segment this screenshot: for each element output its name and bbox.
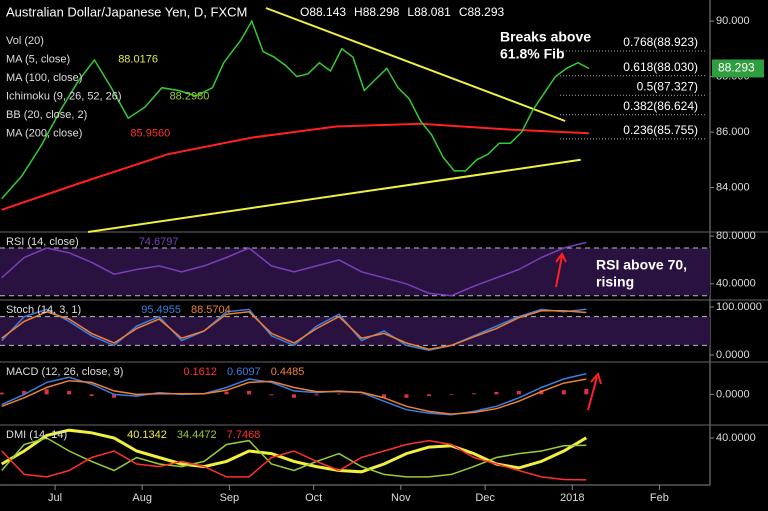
series-line — [1, 308, 587, 351]
ohlc: C88.293 — [459, 5, 505, 19]
histogram-bar — [224, 391, 229, 395]
histogram-bar — [89, 394, 94, 397]
y-tick-label: 86.000 — [716, 126, 750, 138]
readout: 88.5704 — [191, 304, 231, 316]
histogram-bar — [112, 394, 117, 398]
indicator-name: MA (5, close) — [6, 53, 70, 65]
indicator-name: MA (100, close) — [6, 72, 82, 84]
series-line — [1, 241, 587, 297]
histogram-bar — [44, 389, 49, 395]
histogram-bar — [292, 394, 297, 398]
y-tick-label: 0.0000 — [716, 349, 750, 361]
histogram-bar — [0, 392, 4, 395]
y-tick-label: 100.0000 — [716, 301, 762, 313]
panel-title: Stoch (14, 3, 1) — [6, 304, 81, 316]
series-line — [1, 439, 587, 481]
readout: 34.4472 — [177, 429, 217, 441]
x-tick-label: Sep — [220, 492, 240, 504]
panel-title: Australian Dollar/Japanese Yen, D, FXCM — [6, 4, 247, 19]
x-tick-label: Feb — [650, 492, 669, 504]
readout: 0.1612 — [183, 366, 217, 378]
readout: 7.7468 — [227, 429, 261, 441]
indicator-name: Vol (20) — [6, 35, 44, 47]
y-tick-label: 90.000 — [716, 15, 750, 27]
histogram-bar — [449, 394, 454, 396]
fib-label: 0.618(88.030) — [623, 60, 698, 74]
readout: 74.6797 — [139, 236, 179, 248]
histogram-bar — [247, 390, 252, 395]
series-line — [1, 372, 587, 416]
readout: 95.4955 — [141, 304, 181, 316]
y-tick-label: 80.0000 — [716, 230, 756, 242]
indicator-value: 88.0176 — [118, 53, 158, 65]
ohlc: L88.081 — [407, 5, 451, 19]
histogram-bar — [584, 388, 589, 395]
indicator-value: 88.2980 — [170, 90, 210, 102]
annotation: rising — [596, 274, 634, 290]
ohlc: O88.143 — [300, 5, 346, 19]
histogram-bar — [314, 394, 319, 396]
histogram-bar — [471, 393, 476, 395]
panel-title: RSI (14, close) — [6, 236, 79, 248]
histogram-bar — [494, 391, 499, 395]
price-badge — [712, 59, 764, 78]
annotation: 61.8% Fib — [500, 46, 565, 62]
annotation: Breaks above — [500, 29, 591, 45]
annotation: RSI above 70, — [596, 257, 687, 273]
x-tick-label: 2018 — [560, 492, 584, 504]
y-tick-label: 0.0000 — [716, 388, 750, 400]
x-tick-label: Oct — [305, 492, 322, 504]
histogram-bar — [426, 394, 431, 397]
arrow — [555, 252, 567, 288]
fib-label: 0.236(85.755) — [623, 123, 698, 137]
histogram-bar — [336, 393, 341, 395]
histogram-bar — [561, 390, 566, 395]
y-tick-label: 40.0000 — [716, 432, 756, 444]
x-tick-label: Dec — [475, 492, 495, 504]
panel-title: DMI (14, 14) — [6, 429, 67, 441]
histogram-bar — [516, 390, 521, 395]
indicator-name: BB (20, close, 2) — [6, 109, 87, 121]
histogram-bar — [404, 394, 409, 398]
histogram-bar — [381, 394, 386, 398]
x-tick-label: Jul — [48, 492, 62, 504]
price-badge-label: 88.293 — [718, 61, 755, 75]
series-line — [1, 378, 587, 415]
overlay-line — [265, 7, 566, 122]
histogram-bar — [22, 390, 27, 395]
histogram-bar — [67, 390, 72, 395]
fib-label: 0.5(87.327) — [637, 79, 698, 93]
readout: 40.1342 — [127, 429, 167, 441]
y-tick-label: 84.000 — [716, 182, 750, 194]
histogram-bar — [269, 394, 274, 396]
arrow — [587, 371, 602, 411]
fib-label: 0.768(88.923) — [623, 35, 698, 49]
readout: 0.4485 — [271, 366, 305, 378]
fib-label: 0.382(86.624) — [623, 99, 698, 113]
overlay-line — [87, 158, 581, 233]
series-line — [1, 437, 587, 478]
x-tick-label: Nov — [391, 492, 411, 504]
indicator-name: MA (200, close) — [6, 127, 82, 139]
x-tick-label: Aug — [132, 492, 152, 504]
indicator-value: 85.9560 — [130, 127, 170, 139]
ohlc: H88.298 — [354, 5, 400, 19]
y-tick-label: 40.0000 — [716, 278, 756, 290]
histogram-bar — [134, 394, 139, 397]
overlay-line — [1, 122, 590, 211]
indicator-name: Ichimoku (9, 26, 52, 26) — [6, 90, 122, 102]
series-line — [1, 310, 587, 350]
band — [0, 247, 710, 296]
readout: 0.6097 — [227, 366, 261, 378]
series-line — [1, 19, 590, 200]
panel-title: MACD (12, 26, close, 9) — [6, 366, 123, 378]
